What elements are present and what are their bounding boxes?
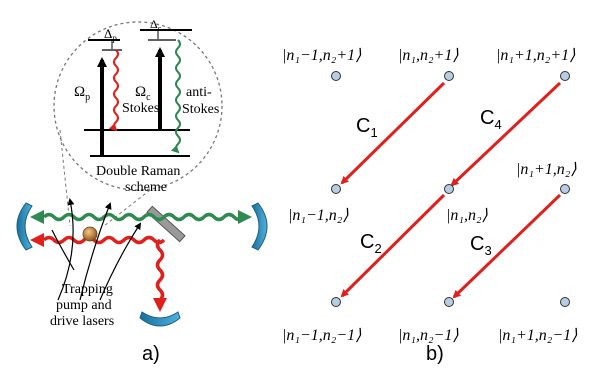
dot-top-mid: [444, 71, 454, 81]
state-bot-mid: |n₁,n₂−1⟩: [398, 327, 459, 344]
right-mirror: [251, 202, 268, 251]
lasers-label-3: drive lasers: [50, 314, 114, 329]
state-bot-left: |n₁−1,n₂−1⟩: [282, 327, 362, 344]
label-c2: C2: [360, 231, 382, 256]
state-top-right: |n₁+1,n₂+1⟩: [496, 47, 576, 64]
state-mid-mid: |n₁,n₂⟩: [446, 207, 489, 224]
anti-stokes-label-2: Stokes: [182, 102, 219, 117]
zoom-line-left: [59, 129, 71, 227]
panel-b: |n₁−1,n₂+1⟩ |n₁,n₂+1⟩ |n₁+1,n₂+1⟩ |n₁−1,…: [282, 47, 578, 365]
delta-c-label: Δc: [150, 17, 162, 33]
delta-p-label: Δp: [104, 26, 117, 43]
red-down-wave: [155, 238, 165, 302]
dot-bot-mid: [444, 297, 454, 307]
arrow-c2: [340, 193, 446, 298]
left-mirror: [16, 202, 33, 251]
label-c4: C4: [480, 107, 502, 132]
dot-top-left: [331, 71, 341, 81]
dot-mid-mid: [444, 184, 454, 194]
label-c3: C3: [470, 233, 492, 258]
state-top-mid: |n₁,n₂+1⟩: [398, 47, 459, 64]
scheme-label-1: Double Raman: [96, 164, 180, 179]
anti-stokes-label-1: anti-: [186, 85, 212, 100]
trapped-atom: [82, 226, 98, 242]
state-mid-right: |n₁+1,n₂⟩: [516, 161, 577, 178]
laser-beam-1: [57, 198, 75, 301]
panel-b-label: b): [426, 343, 444, 365]
dot-bot-right: [560, 297, 570, 307]
dot-mid-left: [331, 184, 341, 194]
panel-a-label: a): [142, 343, 160, 365]
state-bot-right: |n₁+1,n₂−1⟩: [498, 327, 578, 344]
laser-beam-4: [51, 229, 75, 271]
red-arrow-down: [153, 298, 167, 312]
red-cavity-wave: [42, 235, 166, 245]
scheme-label-2: scheme: [125, 180, 167, 195]
bottom-mirror: [139, 311, 181, 327]
arrow-c1: [340, 81, 446, 185]
lasers-label-2: pump and: [56, 298, 112, 313]
state-top-left: |n₁−1,n₂+1⟩: [282, 47, 362, 64]
dot-mid-right: [560, 184, 570, 194]
anti-stokes-wave: [170, 39, 181, 154]
inset-circle: [53, 21, 223, 191]
green-cavity-wave: [42, 212, 246, 222]
arrow-c4: [450, 81, 562, 187]
red-arrow-left: [30, 233, 44, 247]
label-c1: C1: [356, 115, 378, 140]
panel-a: Δp Δc Ωp Ωc Stokes anti- Stokes Double R…: [16, 17, 268, 365]
arrow-c3: [452, 193, 562, 299]
omega-c-label: Ωc: [135, 84, 151, 103]
beam-splitter: [146, 205, 186, 243]
dot-bot-left: [331, 297, 341, 307]
dot-top-right: [560, 71, 570, 81]
lasers-label-1: Trapping: [62, 282, 113, 297]
omega-p-label: Ωp: [74, 84, 90, 103]
zoom-line-right: [103, 189, 151, 227]
green-arrow-right: [238, 210, 252, 224]
laser-beam-3: [99, 222, 142, 301]
stokes-label: Stokes: [122, 101, 159, 116]
laser-beam-2: [79, 202, 112, 301]
green-arrow-left: [30, 210, 44, 224]
stokes-wave: [108, 49, 119, 132]
state-mid-left: |n₁−1,n₂⟩: [288, 207, 349, 224]
